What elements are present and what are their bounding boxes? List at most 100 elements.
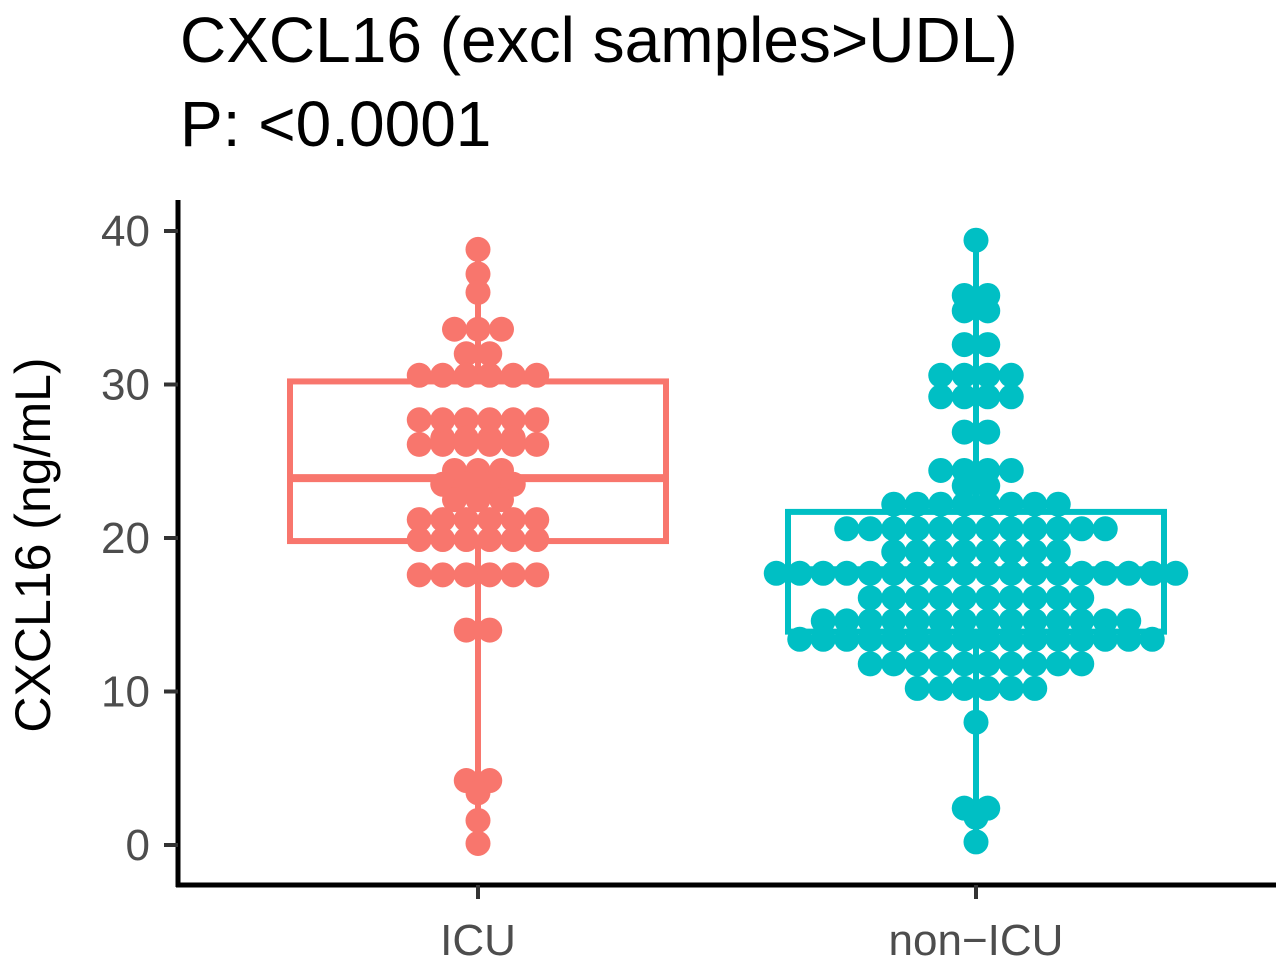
data-point [975,491,1001,517]
y-axis-title: CXCL16 (ng/mL) [5,357,61,732]
data-point [430,562,456,588]
x-tick-label: ICU [440,916,516,959]
data-point [951,362,977,388]
data-point [975,362,1001,388]
data-point [787,626,813,652]
data-point [975,560,1001,586]
data-point [975,332,1001,358]
data-point [975,585,1001,611]
data-point [500,362,526,388]
data-point [857,651,883,677]
data-point [430,362,456,388]
data-point [1092,626,1118,652]
data-point [834,608,860,634]
data-point [465,830,491,856]
data-point [834,516,860,542]
data-point [1069,651,1095,677]
data-point [904,539,930,565]
y-tick-label: 0 [126,821,150,870]
data-point [477,617,503,643]
data-point [406,562,432,588]
data-point [951,560,977,586]
data-point [1022,560,1048,586]
data-point [904,608,930,634]
data-point [453,431,479,457]
data-point [881,539,907,565]
data-point [928,491,954,517]
data-point [881,651,907,677]
data-point [998,560,1024,586]
data-point [465,487,491,513]
data-point [881,516,907,542]
data-point [834,560,860,586]
data-point [430,431,456,457]
data-point [975,651,1001,677]
data-point [998,626,1024,652]
data-point [1022,626,1048,652]
data-point [500,562,526,588]
chart-title: CXCL16 (excl samples>UDL) [180,4,1018,76]
data-point [975,473,1001,499]
y-tick-label: 20 [101,514,150,563]
chart-subtitle-p-value: P: <0.0001 [180,88,492,160]
data-point [975,626,1001,652]
data-point [1092,516,1118,542]
data-point [406,431,432,457]
data-point [453,617,479,643]
data-point [928,626,954,652]
data-point [951,298,977,324]
data-point [477,341,503,367]
data-point [1045,491,1071,517]
data-point [857,608,883,634]
dots-icu [406,236,550,856]
data-point [998,457,1024,483]
data-point [998,585,1024,611]
data-point [477,362,503,388]
data-point [430,527,456,553]
data-point [928,585,954,611]
data-point [928,516,954,542]
data-point [857,560,883,586]
data-point [928,384,954,410]
data-point [963,829,989,855]
data-point [1069,585,1095,611]
data-point [465,236,491,262]
data-point [453,527,479,553]
data-point [500,507,526,533]
data-point [998,384,1024,410]
data-point [500,431,526,457]
data-point [951,585,977,611]
data-point [998,516,1024,542]
data-point [951,516,977,542]
data-point [1069,560,1095,586]
data-point [524,362,550,388]
data-point [998,362,1024,388]
boxplot-non-icu [785,240,1167,842]
y-tick-label: 40 [101,207,150,256]
data-point [1139,560,1165,586]
data-point [904,585,930,611]
data-point [1116,626,1142,652]
data-point [881,560,907,586]
data-point [998,608,1024,634]
data-point [430,507,456,533]
data-point [430,407,456,433]
data-point [500,527,526,553]
data-point [998,651,1024,677]
data-point [787,560,813,586]
data-point [1092,560,1118,586]
data-point [810,626,836,652]
data-point [1045,560,1071,586]
data-point [904,491,930,517]
data-point [951,473,977,499]
data-point [951,651,977,677]
data-point [834,626,860,652]
data-point [951,384,977,410]
data-point [1139,626,1165,652]
data-point [928,675,954,701]
data-point [465,279,491,305]
data-point [951,626,977,652]
data-point [763,560,789,586]
data-point [500,407,526,433]
